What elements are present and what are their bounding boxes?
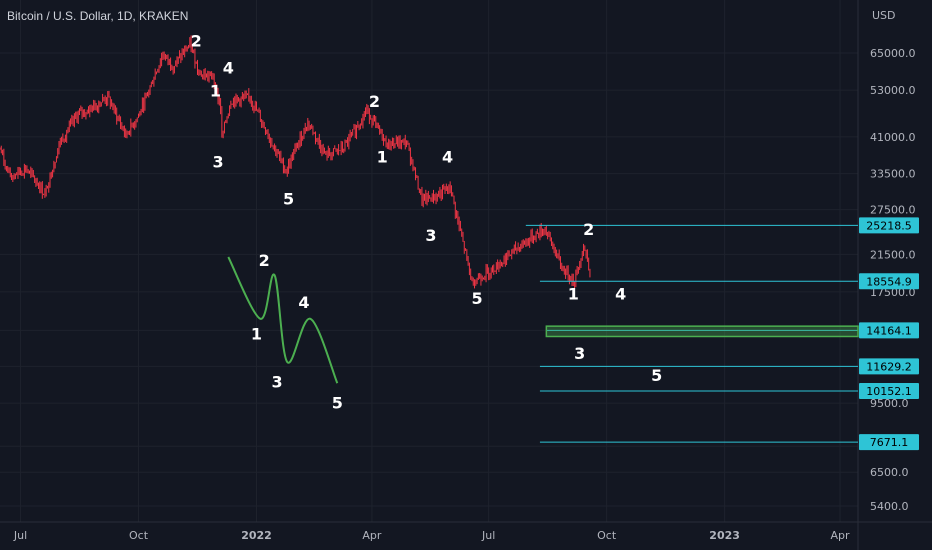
wave-label[interactable]: 2 [583, 220, 594, 239]
time-tick-label: Jul [481, 529, 495, 542]
wave-label[interactable]: 1 [251, 325, 262, 344]
time-tick-label: Oct [129, 529, 149, 542]
price-tick-label: 33500.0 [870, 168, 916, 181]
price-tick-label: 65000.0 [870, 47, 916, 60]
target-zone[interactable] [545, 325, 859, 338]
wave-label[interactable]: 2 [191, 32, 202, 51]
chart-title: Bitcoin / U.S. Dollar, 1D, KRAKEN [7, 9, 189, 23]
price-tags[interactable]: 25218.5 18554.9 14164.1 11629.2 10152.1 7671.… [859, 217, 919, 451]
price-tag[interactable] [859, 322, 919, 339]
price-tick-label: 5400.0 [870, 500, 909, 513]
price-tag-label: 14164.1 [866, 324, 912, 337]
wave-label[interactable]: 5 [651, 366, 662, 385]
wave-label[interactable]: 4 [298, 293, 309, 312]
time-tick-label: Apr [362, 529, 382, 542]
wave-label[interactable]: 3 [425, 226, 436, 245]
time-tick-label: 2022 [241, 529, 272, 542]
price-tag[interactable] [859, 273, 919, 290]
schematic-wave-line[interactable] [227, 256, 339, 384]
price-tag[interactable] [859, 217, 919, 234]
wave-label[interactable]: 4 [223, 59, 234, 78]
price-tag-label: 18554.9 [866, 275, 912, 288]
time-tick-label: Oct [597, 529, 617, 542]
wave-label[interactable]: 5 [332, 394, 343, 413]
price-tag[interactable] [859, 358, 919, 375]
wave-label[interactable]: 5 [283, 189, 294, 208]
price-tag[interactable] [859, 434, 919, 451]
price-tag-label: 11629.2 [866, 360, 912, 373]
wave-label[interactable]: 4 [615, 285, 626, 304]
wave-label[interactable]: 1 [377, 148, 388, 167]
wave-label[interactable]: 3 [212, 153, 223, 172]
price-tag-label: 25218.5 [866, 219, 912, 232]
wave-label[interactable]: 3 [574, 344, 585, 363]
price-tick-label: 41000.0 [870, 131, 916, 144]
price-tag[interactable] [859, 383, 919, 400]
price-tick-label: 27500.0 [870, 204, 916, 217]
price-tick-label: 6500.0 [870, 466, 909, 479]
wave-label[interactable]: 4 [442, 148, 453, 167]
price-tag-label: 7671.1 [870, 436, 909, 449]
target-zone-box[interactable] [545, 325, 859, 338]
time-tick-label: 2023 [709, 529, 740, 542]
horizontal-levels[interactable] [525, 224, 858, 443]
wave-label[interactable]: 2 [259, 251, 270, 270]
price-tag-label: 10152.1 [866, 385, 912, 398]
price-tick-label: 53000.0 [870, 84, 916, 97]
wave-label[interactable]: 2 [369, 92, 380, 111]
wave-label[interactable]: 1 [210, 81, 221, 100]
currency-label: USD [872, 9, 896, 22]
candles [0, 35, 591, 289]
time-tick-label: Apr [831, 529, 851, 542]
wave-label[interactable]: 3 [271, 373, 282, 392]
time-axis[interactable]: Jul Oct 2022 Apr Jul Oct 2023 Apr [13, 529, 850, 542]
time-tick-label: Jul [13, 529, 27, 542]
wave-label[interactable]: 1 [568, 285, 579, 304]
price-tick-label: 9500.0 [870, 397, 909, 410]
price-tick-label: 21500.0 [870, 248, 916, 261]
wave-label[interactable]: 5 [472, 289, 483, 308]
